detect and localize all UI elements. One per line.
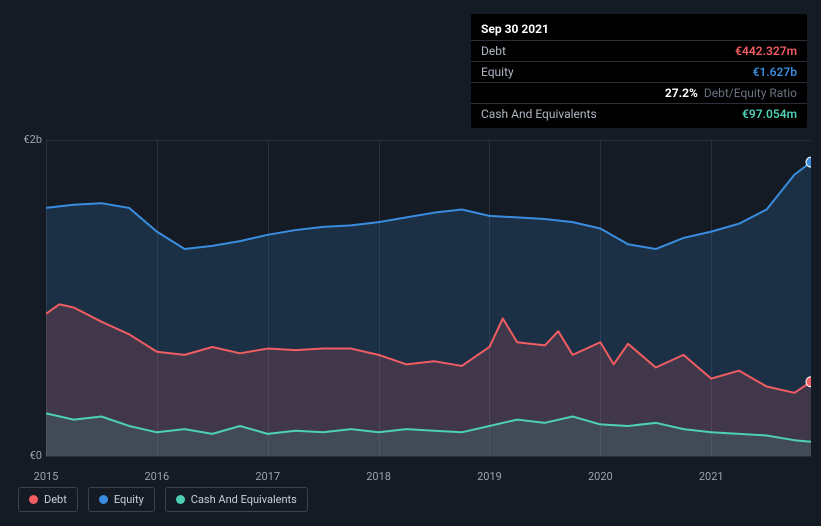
legend-item[interactable]: Cash And Equivalents	[165, 487, 308, 512]
tooltip-row-equity: Equity €1.627b	[471, 61, 807, 82]
tooltip-label: Cash And Equivalents	[481, 107, 597, 121]
x-axis-label: 2020	[588, 470, 613, 483]
x-axis-label: 2015	[34, 470, 59, 483]
x-axis-label: 2018	[366, 470, 391, 483]
tooltip-value: €97.054m	[742, 107, 797, 121]
y-axis-label: €0	[30, 449, 42, 462]
chart-area[interactable]: €0€2b 2015201620172018201920202021	[0, 120, 821, 476]
legend-label: Debt	[44, 493, 67, 506]
legend-label: Equity	[114, 493, 144, 506]
legend-item[interactable]: Debt	[18, 487, 78, 512]
y-axis-label: €2b	[23, 133, 42, 146]
legend-item[interactable]: Equity	[88, 487, 155, 512]
x-axis-label: 2021	[699, 470, 724, 483]
legend-dot-icon	[99, 495, 108, 504]
tooltip-row-debt: Debt €442.327m	[471, 40, 807, 61]
legend-dot-icon	[29, 495, 38, 504]
legend: Debt Equity Cash And Equivalents	[18, 487, 308, 512]
ratio-percent: 27.2%	[665, 86, 698, 100]
plot-region	[46, 140, 811, 456]
x-axis-label: 2016	[144, 470, 169, 483]
ratio-label: Debt/Equity Ratio	[704, 86, 797, 100]
tooltip-date: Sep 30 2021	[471, 18, 807, 40]
x-axis-label: 2019	[477, 470, 502, 483]
tooltip-value: €1.627b	[753, 65, 797, 79]
tooltip-value: €442.327m	[735, 44, 797, 58]
tooltip-label: Debt	[481, 44, 506, 58]
legend-dot-icon	[176, 495, 185, 504]
x-axis-label: 2017	[255, 470, 280, 483]
legend-label: Cash And Equivalents	[191, 493, 297, 506]
tooltip-row-ratio: 27.2% Debt/Equity Ratio	[471, 82, 807, 103]
tooltip-label: Equity	[481, 65, 514, 79]
chart-tooltip: Sep 30 2021 Debt €442.327m Equity €1.627…	[471, 14, 807, 128]
